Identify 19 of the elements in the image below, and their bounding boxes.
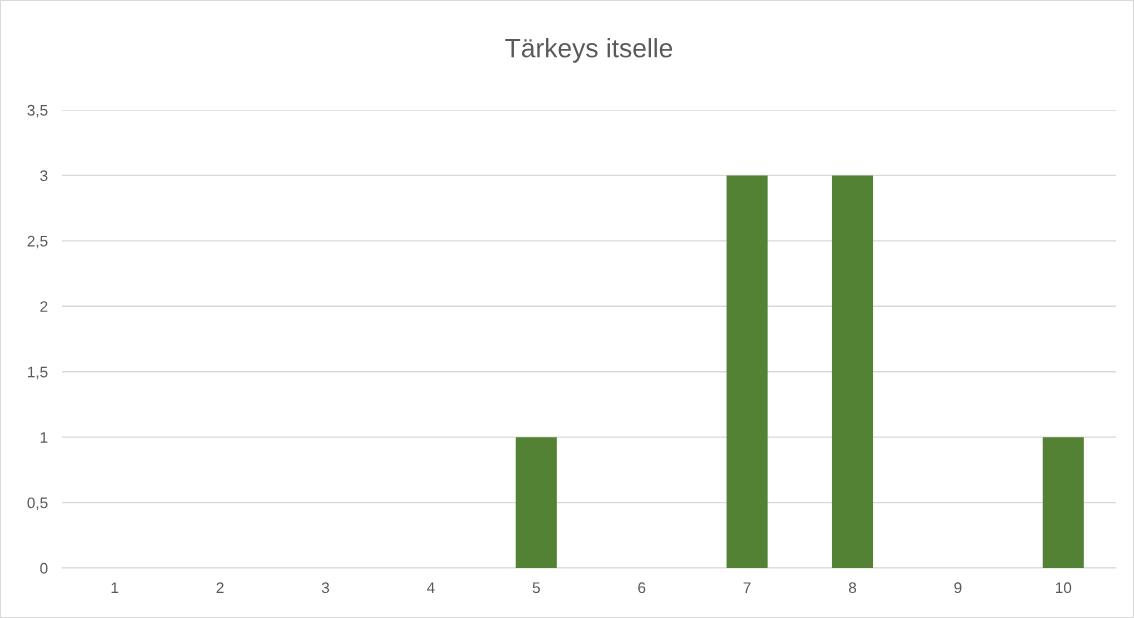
y-tick-label: 2	[40, 301, 48, 312]
y-tick-label: 3,5	[27, 104, 48, 118]
x-tick-label: 8	[848, 582, 857, 594]
x-tick-label: 7	[743, 582, 751, 593]
x-tick-label: 9	[954, 582, 962, 594]
y-tick-label: 0	[40, 562, 48, 574]
x-tick-label: 2	[216, 582, 224, 593]
x-tick-label: 1	[111, 582, 119, 593]
y-tick-label: 0,5	[27, 497, 48, 511]
x-tick-label: 6	[638, 582, 646, 594]
x-tick-label: 5	[532, 582, 540, 594]
x-tick-label: 3	[321, 582, 330, 594]
chart-title: Tärkeys itselle	[505, 38, 673, 63]
y-tick-label: 3	[40, 170, 48, 182]
y-tick-label: 1,5	[28, 366, 48, 380]
y-tick-label: 2,5	[27, 235, 48, 249]
y-tick-label: 1	[40, 432, 48, 443]
x-tick-label: 4	[427, 582, 435, 593]
x-tick-label: 10	[1055, 582, 1072, 594]
